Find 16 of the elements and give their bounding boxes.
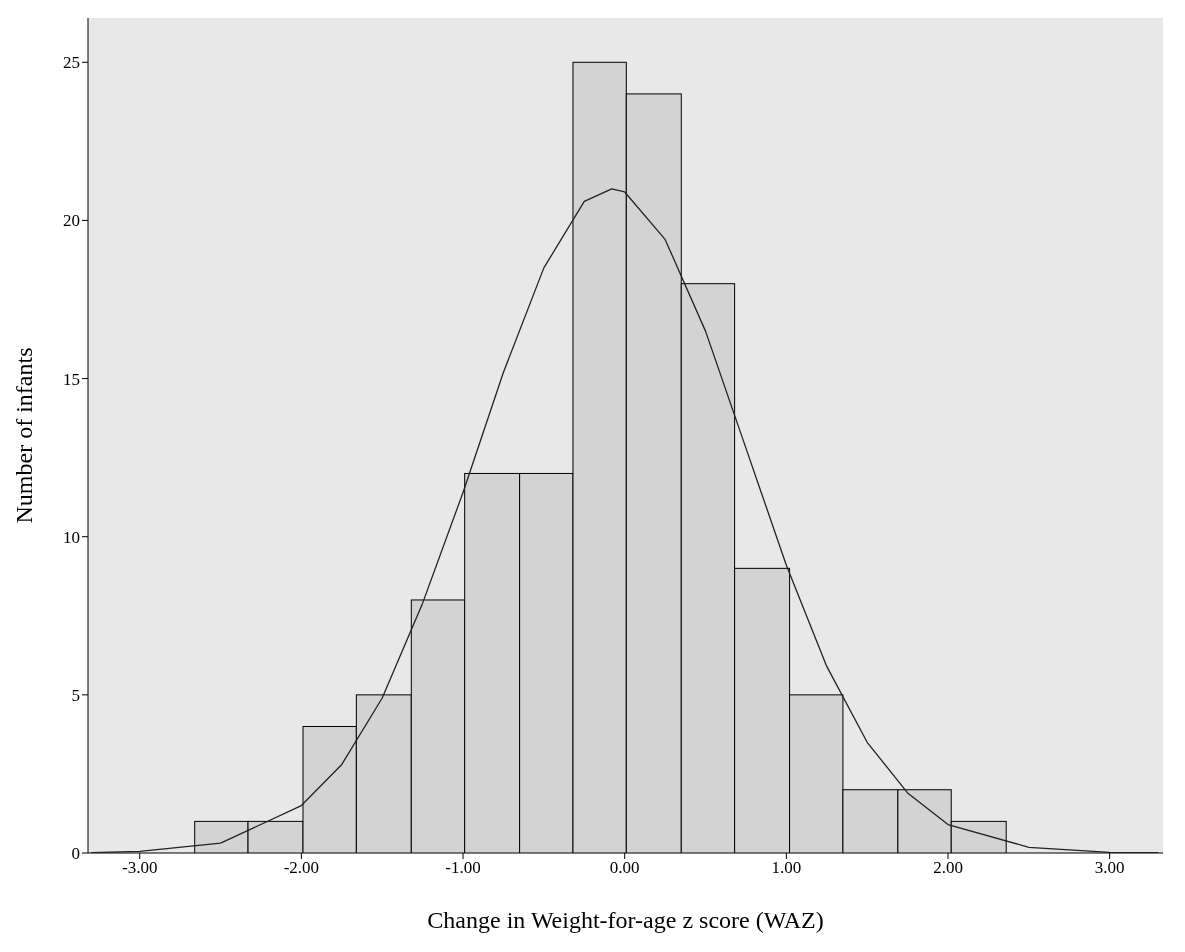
x-tick-label: 1.00: [771, 858, 802, 878]
x-tick-label: 3.00: [1094, 858, 1125, 878]
y-tick-label: 15: [63, 369, 80, 389]
y-axis-title: Number of infants: [10, 347, 37, 524]
x-tick-label: -2.00: [283, 858, 320, 878]
x-tick-label: -1.00: [445, 858, 481, 878]
y-tick-label: 10: [63, 527, 80, 547]
y-tick-label: 0: [71, 844, 80, 864]
x-axis-title: Change in Weight-for-age z score (WAZ): [427, 907, 824, 933]
y-tick-label: 20: [63, 211, 80, 231]
y-tick-label: 5: [71, 685, 80, 705]
y-tick-label: 25: [63, 53, 80, 73]
x-tick-label: 2.00: [933, 858, 963, 878]
x-tick-label: -3.00: [122, 858, 158, 878]
line-series: [90, 188, 1159, 853]
x-tick-label: 0.00: [609, 858, 640, 878]
